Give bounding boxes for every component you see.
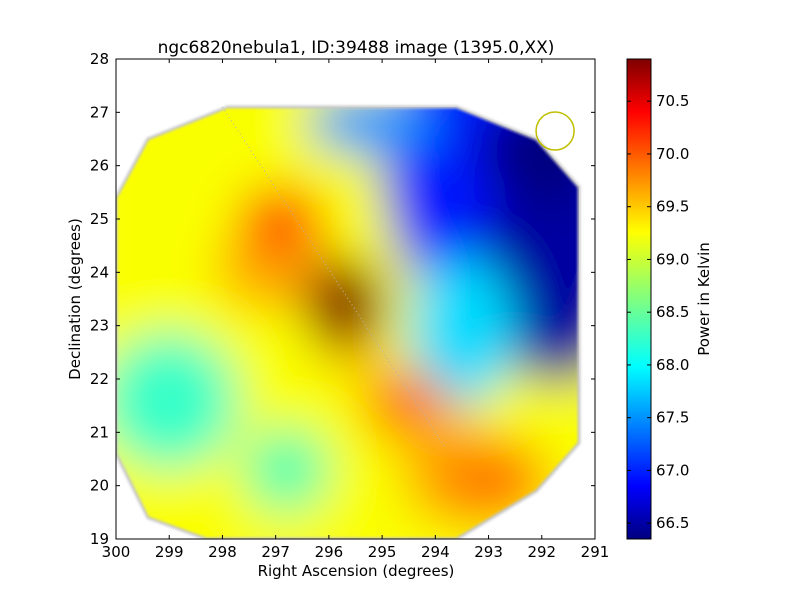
- x-tick-label: 291: [581, 543, 610, 561]
- x-tick-label: 292: [527, 543, 556, 561]
- heatmap-region: [116, 331, 239, 470]
- colorbar-gradient: [627, 59, 651, 539]
- y-axis: 19 20 21 22 23 24 25 26 27 28: [90, 50, 595, 548]
- emission-core: [326, 280, 364, 329]
- colorbar-tick-label: 69.5: [656, 198, 689, 216]
- colorbar: 66.5 67.0 67.5 68.0 68.5 69.0 69.5 70.0 70.5 Pow…: [626, 58, 713, 540]
- y-tick-label: 23: [90, 317, 109, 335]
- plot-frame: [115, 58, 596, 540]
- x-tick-label: 300: [102, 543, 131, 561]
- y-tick-label: 28: [90, 50, 109, 68]
- y-tick-label: 26: [90, 157, 109, 175]
- emission-peak: [360, 368, 446, 433]
- colorbar-tick-label: 66.5: [656, 514, 689, 532]
- colorbar-tick-label: 68.5: [656, 303, 689, 321]
- x-tick-label: 297: [261, 543, 290, 561]
- heatmap-region: [483, 139, 579, 385]
- heatmap-region: [307, 107, 436, 155]
- heatmap-field: [116, 107, 579, 539]
- colorbar-tick-label: 68.0: [656, 356, 689, 374]
- beam-marker: [535, 111, 575, 151]
- y-tick-label: 25: [90, 210, 109, 228]
- heatmap-region: [243, 427, 329, 513]
- y-tick-label: 22: [90, 370, 109, 388]
- colorbar-frame: [626, 58, 652, 540]
- heatmap-region: [477, 107, 579, 203]
- x-axis-label: Right Ascension (degrees): [258, 562, 455, 580]
- y-axis-label: Declination (degrees): [66, 218, 84, 380]
- x-tick-label: 299: [155, 543, 184, 561]
- emission-peak: [445, 448, 532, 513]
- colorbar-label: Power in Kelvin: [695, 242, 713, 356]
- heatmap-area: [116, 105, 581, 539]
- x-axis: 300 299 298 297 296 295 294 293 292 291: [102, 59, 610, 561]
- y-tick-label: 24: [90, 263, 109, 281]
- y-tick-label: 27: [90, 103, 109, 121]
- heatmap-region: [217, 224, 335, 310]
- galactic-plane-line: [222, 106, 447, 449]
- y-tick-label: 21: [90, 423, 109, 441]
- colorbar-ticks: 66.5 67.0 67.5 68.0 68.5 69.0 69.5 70.0 70.5: [627, 92, 689, 532]
- y-tick-label: 19: [90, 530, 109, 548]
- x-tick-label: 294: [421, 543, 450, 561]
- x-tick-label: 298: [208, 543, 237, 561]
- y-tick-label: 20: [90, 477, 109, 495]
- colorbar-tick-label: 69.0: [656, 250, 689, 268]
- chart-title: ngc6820nebula1, ID:39488 image (1395.0,X…: [158, 38, 555, 58]
- x-tick-label: 293: [474, 543, 503, 561]
- colorbar-tick-label: 70.0: [656, 145, 689, 163]
- colorbar-tick-label: 67.0: [656, 461, 689, 479]
- heatmap-region: [408, 256, 516, 406]
- x-tick-label: 295: [368, 543, 397, 561]
- field-edge: [116, 105, 581, 539]
- colorbar-tick-label: 67.5: [656, 409, 689, 427]
- colorbar-tick-label: 70.5: [656, 92, 689, 110]
- x-tick-label: 296: [315, 543, 344, 561]
- emission-peak: [238, 187, 324, 251]
